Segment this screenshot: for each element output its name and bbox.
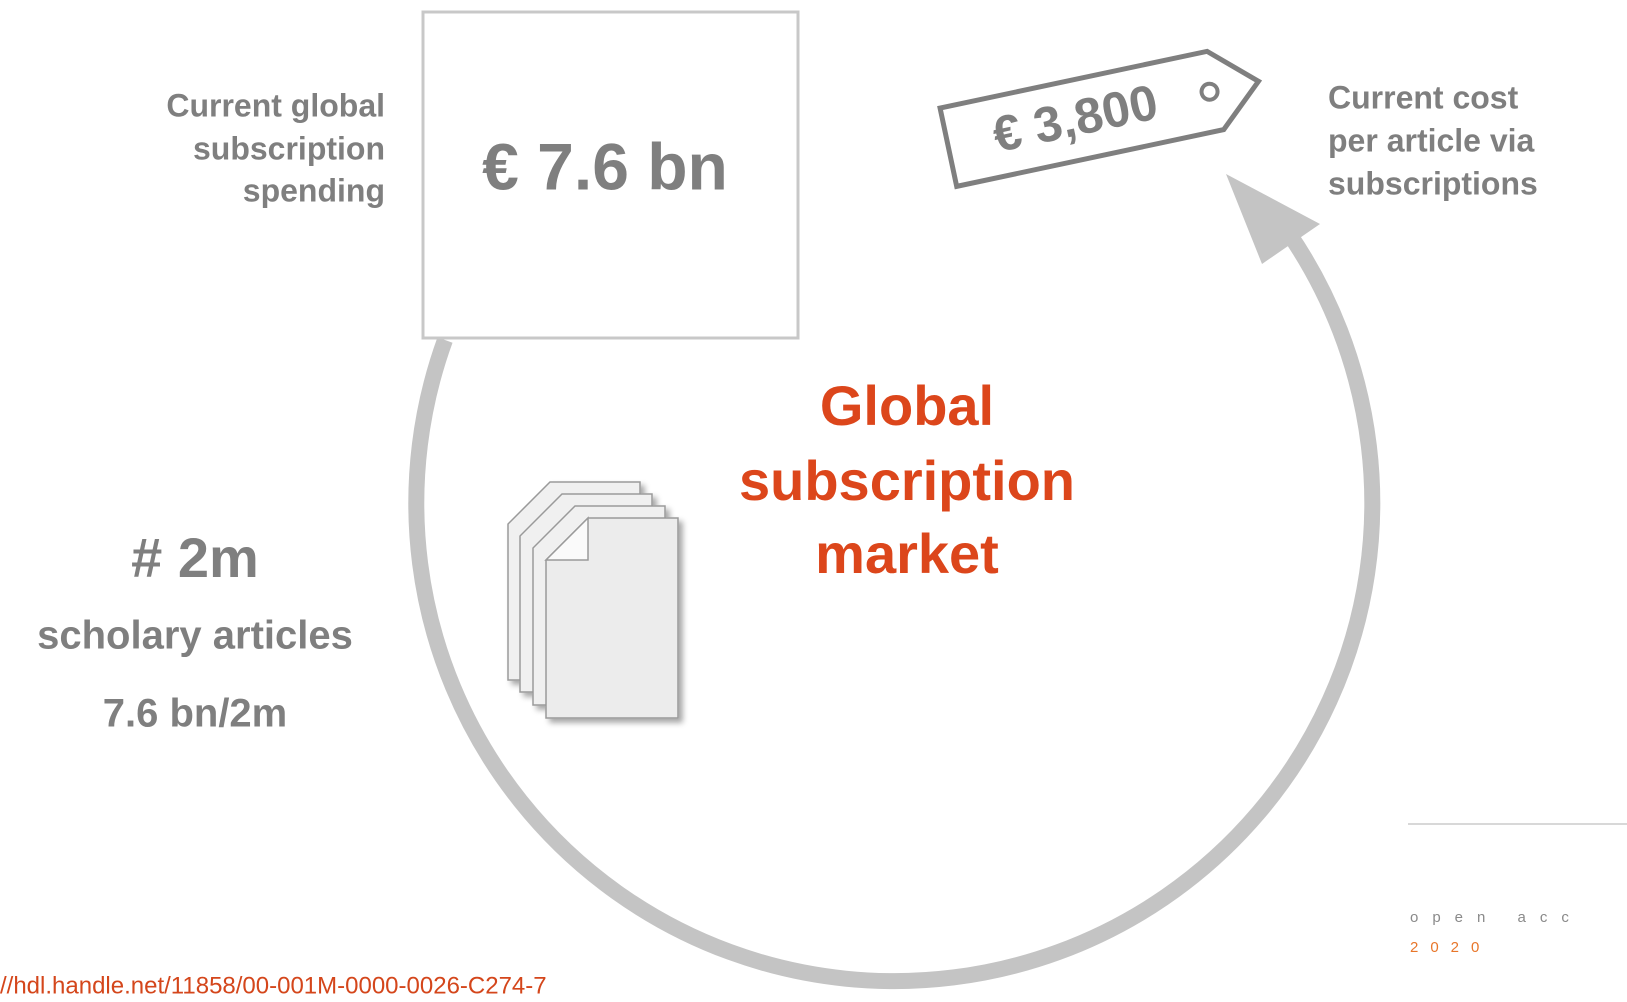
- documents-icon: [507, 481, 679, 719]
- tag-hole: [1199, 81, 1220, 102]
- market-title: Global: [820, 374, 994, 437]
- tag-shape: [937, 48, 1263, 190]
- arrow-head: [1226, 174, 1320, 264]
- cycle-arc: [408, 230, 1381, 990]
- spending-label: subscription: [193, 130, 385, 166]
- footer-year: 2020: [1410, 939, 1491, 956]
- source-link[interactable]: //hdl.handle.net/11858/00-001M-0000-0026…: [0, 972, 547, 999]
- footer-brand: open acc: [1410, 909, 1583, 926]
- spending-box: [421, 10, 800, 340]
- article-label: scholary articles: [37, 614, 353, 658]
- spending-label: spending: [243, 172, 385, 208]
- market-title: market: [815, 522, 999, 585]
- spending-label: Current global: [166, 87, 385, 123]
- spending-amount: € 7.6 bn: [482, 129, 728, 203]
- market-title: subscription: [739, 449, 1075, 512]
- cost-label: subscriptions: [1328, 165, 1538, 201]
- article-formula: 7.6 bn/2m: [103, 692, 288, 736]
- price-tag: € 3,800: [937, 48, 1263, 190]
- cost-label: per article via: [1328, 122, 1535, 158]
- cost-label: Current cost: [1328, 79, 1519, 115]
- article-count: # 2m: [131, 526, 259, 589]
